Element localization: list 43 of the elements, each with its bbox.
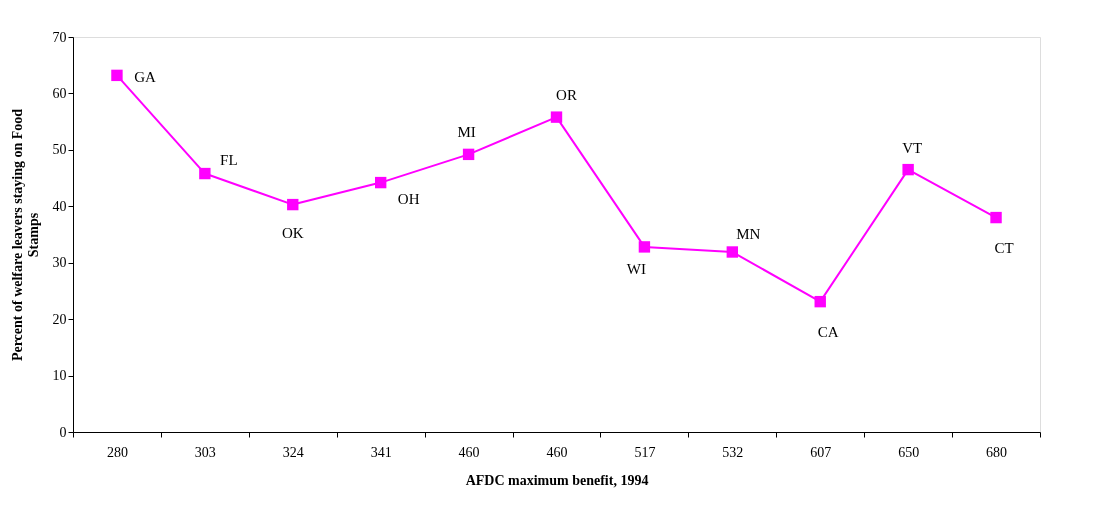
annotation: WI — [626, 260, 646, 277]
annotation: GA — [134, 69, 156, 86]
x-tick-label: 280 — [106, 444, 128, 460]
x-tick-label: 460 — [458, 444, 480, 460]
y-axis-title: Percent of welfare leavers staying on Food Stamps — [9, 108, 41, 362]
point — [199, 167, 211, 180]
x-tick-label: 650 — [898, 444, 920, 460]
annotation: CA — [817, 323, 839, 340]
x-tick-label: 680 — [986, 444, 1008, 460]
annotation: OK — [281, 224, 304, 241]
annotation: VT — [902, 139, 923, 156]
point — [111, 69, 123, 82]
point — [462, 148, 475, 161]
point — [638, 241, 651, 253]
annotation: FL — [220, 151, 238, 168]
y-tick-label: 40 — [52, 198, 67, 214]
annotation: MI — [457, 124, 476, 141]
annotation: CT — [994, 239, 1014, 256]
point — [374, 176, 387, 189]
y-tick-label: 30 — [52, 255, 67, 271]
x-tick-label: 460 — [546, 444, 568, 460]
y-tick-label: 70 — [52, 29, 67, 45]
x-tick-label: 341 — [370, 444, 392, 460]
y-tick-label: 50 — [52, 142, 67, 158]
x-tick-label: 303 — [194, 444, 216, 460]
x-tick-label: 532 — [722, 444, 744, 460]
point — [814, 295, 826, 308]
point — [726, 246, 739, 258]
annotation: OH — [397, 190, 420, 207]
y-tick-label: 10 — [52, 368, 67, 384]
point — [902, 163, 914, 176]
annotation: MN — [736, 225, 761, 242]
x-tick-label: 324 — [282, 444, 304, 460]
x-tick-label: 517 — [634, 444, 656, 460]
point — [990, 211, 1002, 224]
y-tick-label: 20 — [52, 311, 67, 327]
point — [287, 198, 299, 211]
x-tick-label: 607 — [810, 444, 832, 460]
y-tick-label: 60 — [52, 85, 67, 101]
point — [550, 111, 563, 123]
y-tick-label: 0 — [59, 424, 67, 440]
x-axis-title: AFDC maximum benefit, 1994 — [465, 472, 649, 488]
annotation: OR — [556, 87, 577, 104]
